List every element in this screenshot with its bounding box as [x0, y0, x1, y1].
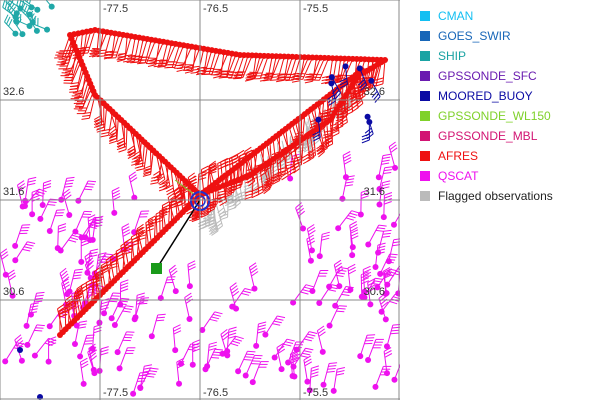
- afres-layer: [54, 27, 388, 338]
- qscat-barb: [350, 222, 358, 251]
- qscat-barb: [58, 233, 82, 254]
- lon-label-bottom: -75.5: [303, 387, 328, 399]
- qscat-barb: [384, 348, 392, 377]
- legend-item: MOORED_BUOY: [420, 86, 598, 106]
- legend-label: GPSSONDE_WL150: [438, 109, 551, 123]
- legend-label: CMAN: [438, 9, 473, 23]
- legend-item: QSCAT: [420, 166, 598, 186]
- qscat-barb: [386, 239, 400, 265]
- legend-item: AFRES: [420, 146, 598, 166]
- legend-item: CMAN: [420, 6, 598, 26]
- qscat-barb: [317, 232, 330, 259]
- lon-label-top: -76.5: [203, 3, 228, 15]
- wl150-marker: [151, 263, 162, 274]
- legend-label: QSCAT: [438, 169, 478, 183]
- legend-label: GOES_SWIR: [438, 29, 511, 43]
- lon-label-bottom: -76.5: [203, 387, 228, 399]
- legend-label: MOORED_BUOY: [438, 89, 533, 103]
- qscat-barb: [55, 224, 66, 252]
- map-canvas: -77.5 -76.5 -75.5 -77.5 -76.5 -75.5 32.6 31.6 30…: [0, 0, 400, 400]
- qscat-barb: [309, 271, 328, 295]
- qscat-barb: [204, 342, 217, 369]
- lon-label-top: -77.5: [103, 3, 128, 15]
- map-panel[interactable]: -77.5 -76.5 -75.5 -77.5 -76.5 -75.5 32.6 31.6 30…: [0, 0, 400, 400]
- qscat-barb: [250, 362, 269, 385]
- qscat-barb: [37, 199, 58, 222]
- qscat-barb: [129, 172, 137, 201]
- qscat-barb: [357, 335, 375, 359]
- qscat-barb: [365, 339, 384, 363]
- qscat-barb: [178, 344, 199, 367]
- legend-label: AFRES: [438, 149, 478, 163]
- lat-label-left: 32.6: [3, 86, 24, 98]
- legend-swatch: [420, 11, 430, 21]
- legend-label: GPSSONDE_SFC: [438, 69, 537, 83]
- legend-label: Flagged observations: [438, 189, 553, 203]
- qscat-barb: [149, 314, 166, 339]
- legend-label: GPSSONDE_MBL: [438, 129, 537, 143]
- qscat-barb: [347, 264, 355, 292]
- qscat-barb: [12, 225, 30, 249]
- qscat-barb: [332, 287, 354, 309]
- qscat-barb: [112, 306, 134, 328]
- qscat-barb: [185, 293, 193, 322]
- legend-swatch: [420, 151, 430, 161]
- qscat-barb: [130, 373, 148, 397]
- legend-swatch: [420, 171, 430, 181]
- legend-item: SHIP: [420, 46, 598, 66]
- qscat-barb: [29, 189, 39, 217]
- qscat-barb: [187, 261, 196, 289]
- qscat-barb: [224, 327, 236, 354]
- qscat-barb: [115, 332, 135, 355]
- qscat-barb: [384, 324, 400, 349]
- lat-label-right: 31.6: [364, 186, 385, 198]
- qscat-barb: [111, 187, 120, 215]
- legend-label: SHIP: [438, 49, 466, 63]
- legend-swatch: [420, 51, 430, 61]
- qscat-barb: [235, 351, 255, 374]
- qscat-barb: [372, 366, 391, 390]
- qscat-barb: [343, 152, 351, 181]
- legend-swatch: [420, 111, 430, 121]
- legend-item: GPSSONDE_MBL: [420, 126, 598, 146]
- qscat-barb: [249, 263, 258, 292]
- qscat-barb: [40, 181, 51, 209]
- legend: CMAN GOES_SWIR SHIP GPSSONDE_SFC MOORED_BUOY…: [420, 6, 598, 206]
- lon-label-bottom: -77.5: [103, 387, 128, 399]
- legend-swatch: [420, 191, 430, 201]
- qscat-barb: [262, 316, 285, 338]
- legend-item: Flagged observations: [420, 186, 598, 206]
- qscat-barb: [80, 358, 88, 387]
- buoy-station: [17, 347, 23, 353]
- legend-item: GPSSONDE_WL150: [420, 106, 598, 126]
- lat-label-left: 31.6: [3, 186, 24, 198]
- legend-swatch: [420, 91, 430, 101]
- qscat-barb: [339, 176, 354, 202]
- legend-swatch: [420, 131, 430, 141]
- legend-swatch: [420, 31, 430, 41]
- lat-label-left: 30.6: [3, 286, 24, 298]
- legend-item: GPSSONDE_SFC: [420, 66, 598, 86]
- qscat-barb: [327, 306, 347, 329]
- qscat-barb: [229, 289, 252, 310]
- qscat-barb: [97, 347, 109, 374]
- qscat-barb: [290, 285, 314, 306]
- qscat-barb: [63, 189, 72, 218]
- lat-label-right: 32.6: [364, 86, 385, 98]
- lat-label-right: 30.6: [364, 286, 385, 298]
- ship-barb: [41, 0, 54, 10]
- lon-label-top: -75.5: [303, 3, 328, 15]
- legend-swatch: [420, 71, 430, 81]
- qscat-barb: [317, 326, 325, 355]
- qscat-barb: [172, 325, 181, 353]
- qscat-barb: [199, 312, 222, 333]
- qscat-barb: [0, 249, 8, 278]
- qscat-barb: [296, 203, 306, 232]
- legend-item: GOES_SWIR: [420, 26, 598, 46]
- qscat-barb: [78, 237, 88, 265]
